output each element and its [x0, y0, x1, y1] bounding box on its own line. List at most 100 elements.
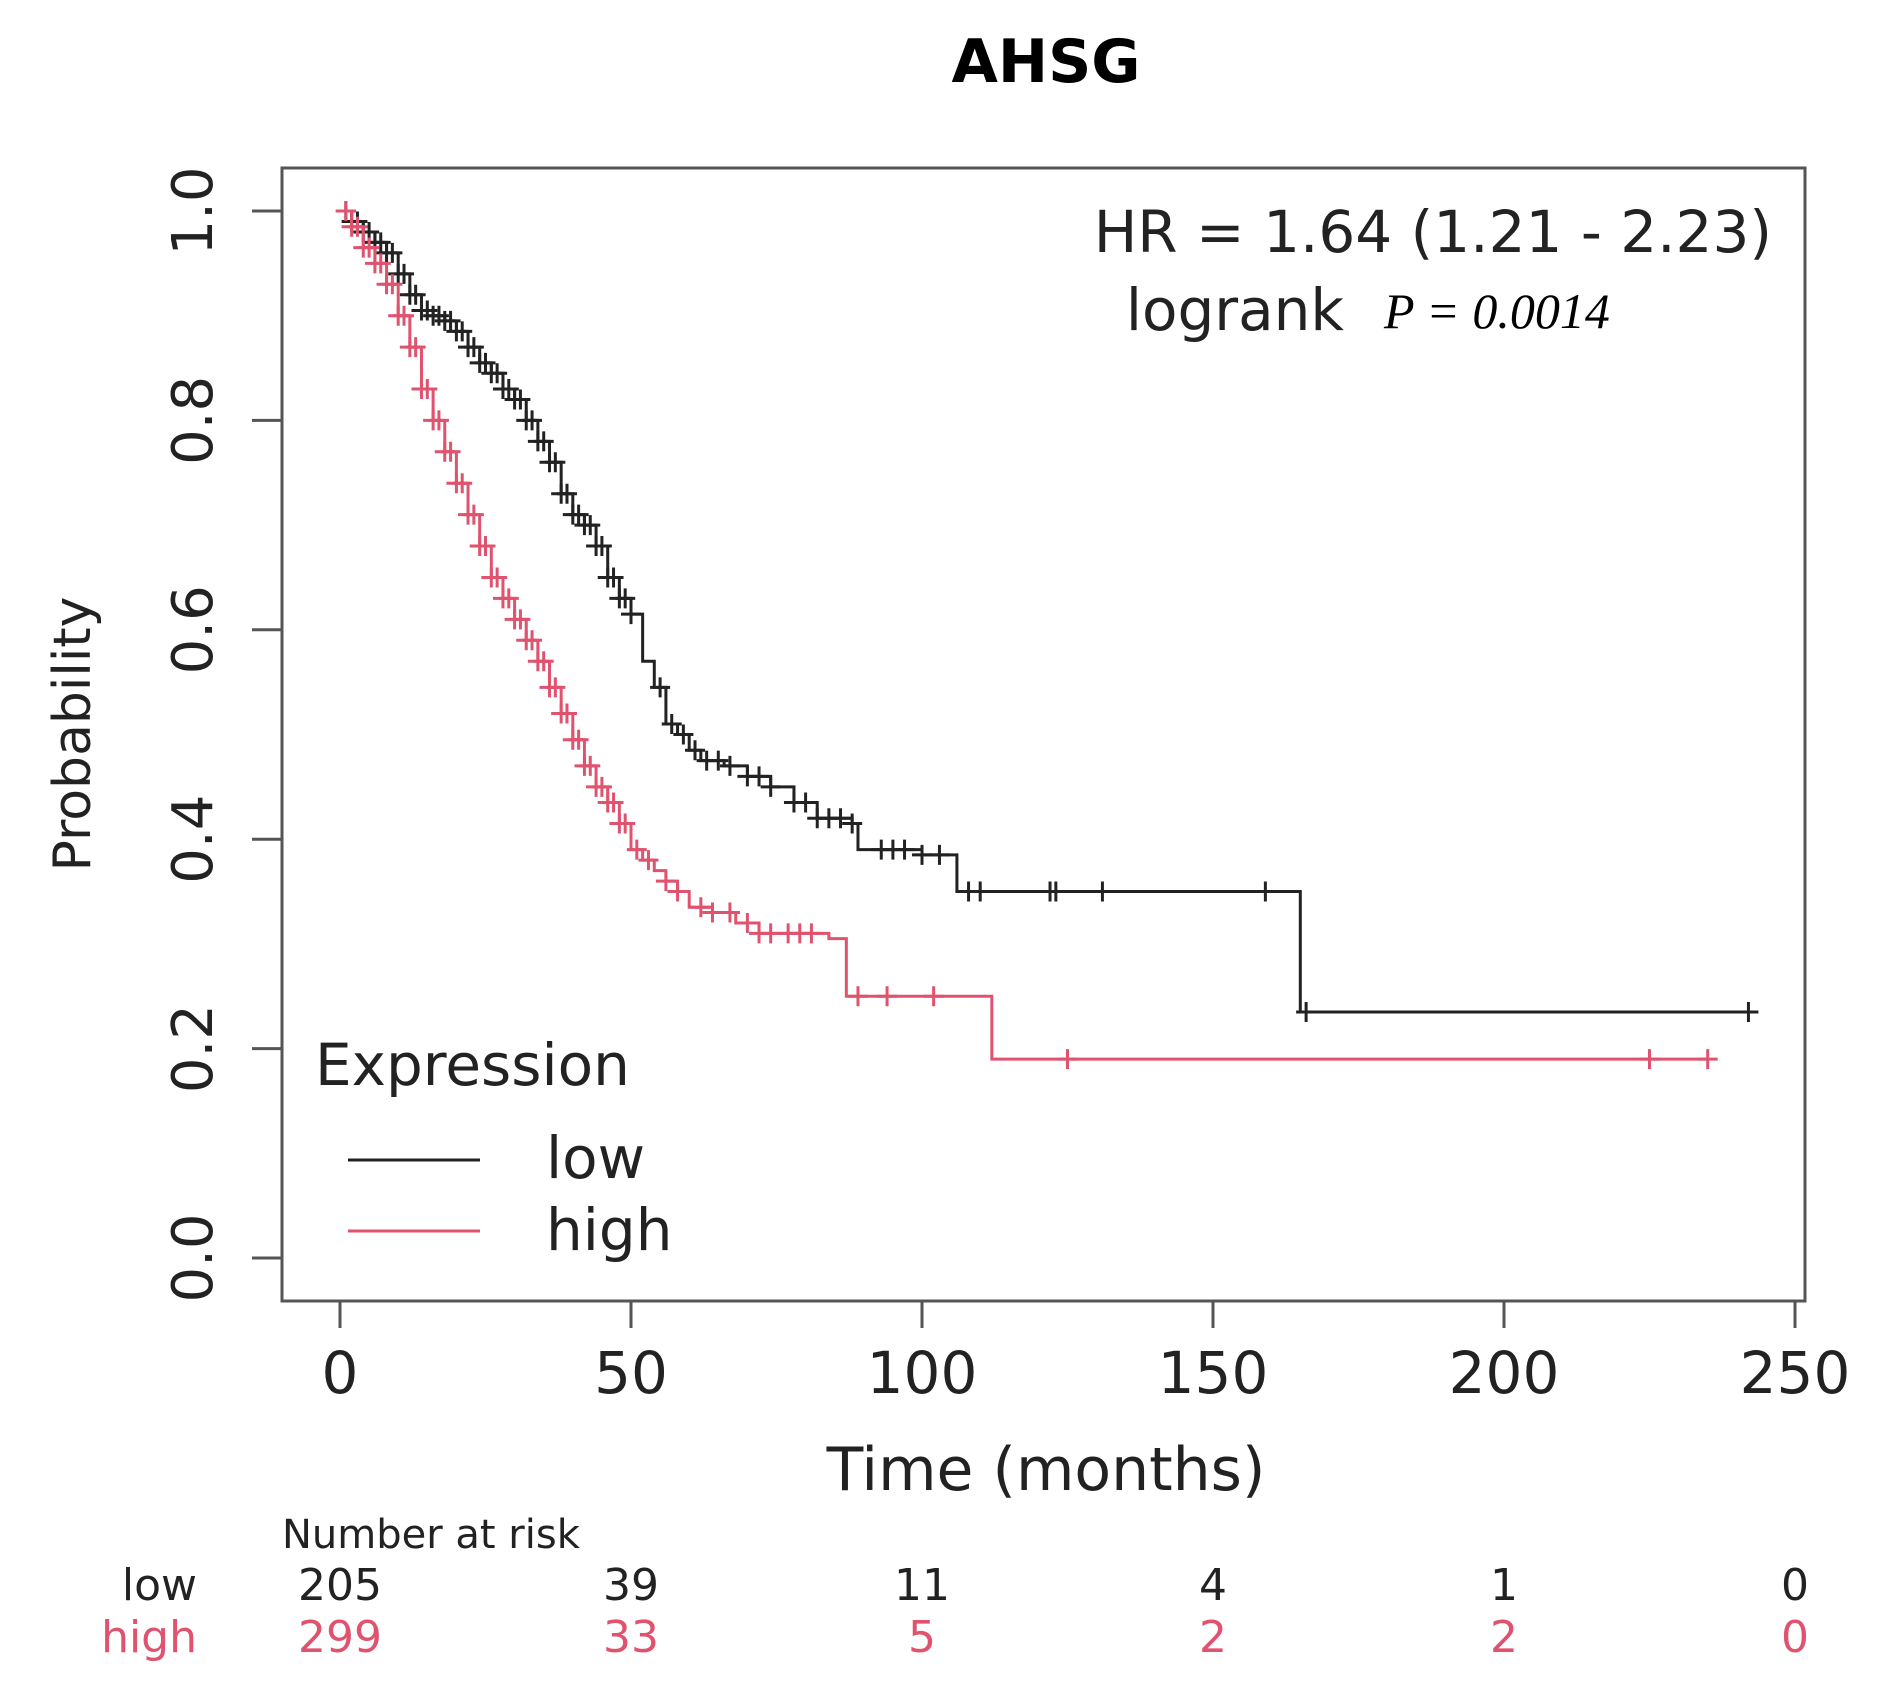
censor-mark-high [359, 237, 380, 258]
series-high [335, 201, 1718, 1070]
legend-label-low: low [546, 1124, 645, 1192]
risk-table-title: Number at risk [282, 1512, 581, 1558]
censor-mark-high [487, 567, 508, 588]
censor-mark-low [475, 352, 496, 373]
censor-mark-high [394, 305, 415, 326]
censor-mark-high [533, 651, 554, 672]
chart-title: AHSG [951, 27, 1140, 97]
censor-mark-high [655, 871, 676, 892]
y-tick-label: 0.6 [161, 585, 226, 674]
y-tick-label: 0.4 [161, 795, 226, 884]
hr-annotation: HR = 1.64 (1.21 - 2.23) [1094, 198, 1772, 266]
risk-value-high: 5 [908, 1612, 936, 1663]
y-tick-label: 1.0 [161, 166, 226, 255]
censor-mark-low [1296, 1001, 1317, 1022]
censor-mark-low [842, 813, 863, 834]
censor-mark-high [382, 274, 403, 295]
censor-mark-high [702, 902, 723, 923]
censor-mark-high [737, 912, 758, 933]
risk-value-low: 1 [1490, 1560, 1518, 1611]
censor-mark-low [522, 410, 543, 431]
censor-mark-high [615, 813, 636, 834]
censor-mark-low [830, 808, 851, 829]
x-tick-label: 50 [594, 1339, 668, 1407]
risk-value-high: 2 [1199, 1612, 1227, 1663]
censor-mark-high [923, 986, 944, 1007]
censor-mark-low [970, 881, 991, 902]
censor-mark-low [621, 604, 641, 625]
censor-mark-high [545, 677, 566, 698]
censor-mark-low [394, 263, 415, 284]
censor-mark-high [719, 902, 740, 923]
censor-mark-low [749, 766, 770, 787]
risk-value-low: 39 [603, 1560, 659, 1611]
risk-value-low: 205 [298, 1560, 382, 1611]
censor-mark-low [894, 839, 915, 860]
censor-mark-low [1738, 1001, 1759, 1022]
censor-mark-low [650, 677, 671, 698]
censor-mark-high [417, 378, 438, 399]
censor-mark-high [347, 216, 368, 237]
censor-mark-low [673, 724, 694, 745]
censor-mark-high [498, 588, 519, 609]
censor-mark-low [382, 242, 403, 263]
risk-value-low: 11 [894, 1560, 950, 1611]
censor-mark-low [795, 792, 816, 813]
censor-mark-high [591, 776, 612, 797]
censor-mark-high [556, 703, 577, 724]
risk-value-high: 2 [1490, 1612, 1518, 1663]
censor-mark-low [708, 750, 729, 771]
censor-mark-low [929, 844, 950, 865]
censor-mark-low [545, 452, 566, 473]
x-tick-label: 0 [322, 1339, 359, 1407]
censor-mark-high [690, 897, 711, 918]
x-tick-label: 200 [1449, 1339, 1560, 1407]
censor-mark-low [591, 536, 612, 557]
censor-mark-high [405, 337, 426, 358]
survival-curves [335, 201, 1759, 1070]
censor-mark-high [335, 201, 356, 221]
censor-mark-low [533, 431, 554, 452]
censor-mark-high [463, 504, 484, 525]
censor-mark-high [452, 473, 473, 494]
censor-mark-high [667, 881, 688, 902]
censor-mark-low [498, 378, 519, 399]
legend-label-high: high [546, 1196, 672, 1264]
censor-mark-low [370, 232, 391, 253]
x-tick-label: 150 [1158, 1339, 1269, 1407]
censor-mark-high [1057, 1049, 1078, 1070]
censor-mark-low [1255, 881, 1276, 902]
y-axis: 0.0 0.2 0.4 0.6 0.8 1.0 [161, 166, 282, 1303]
censor-mark-high [877, 986, 898, 1007]
censor-mark-low [487, 363, 508, 384]
risk-value-high: 299 [298, 1612, 382, 1663]
censor-mark-high [1639, 1049, 1660, 1070]
censor-mark-low [685, 740, 706, 761]
censor-mark-high [1697, 1049, 1718, 1070]
censor-mark-low [510, 389, 531, 410]
censor-mark-high [428, 410, 449, 431]
censor-mark-low [615, 588, 636, 609]
censor-mark-high [626, 839, 647, 860]
risk-row-label-low: low [122, 1560, 197, 1611]
censor-mark-low [452, 321, 473, 342]
x-axis-label: Time (months) [826, 1435, 1266, 1505]
censor-mark-low [1092, 881, 1113, 902]
censor-mark-low [463, 337, 484, 358]
censor-mark-low [603, 567, 624, 588]
censor-mark-low [440, 310, 461, 331]
y-axis-label: Probability [43, 597, 103, 872]
censor-mark-high [510, 609, 531, 630]
risk-row-label-high: high [101, 1612, 197, 1663]
censor-mark-low [1045, 881, 1066, 902]
censor-mark-high [580, 755, 601, 776]
x-tick-label: 100 [867, 1339, 978, 1407]
p-value: P = 0.0014 [1383, 283, 1610, 339]
censor-mark-low [719, 755, 740, 776]
x-axis: 0 50 100 150 200 250 [322, 1299, 1850, 1407]
censor-mark-low [556, 483, 577, 504]
censor-mark-high [638, 850, 659, 871]
censor-mark-high [760, 923, 781, 944]
y-tick-label: 0.0 [161, 1213, 226, 1302]
